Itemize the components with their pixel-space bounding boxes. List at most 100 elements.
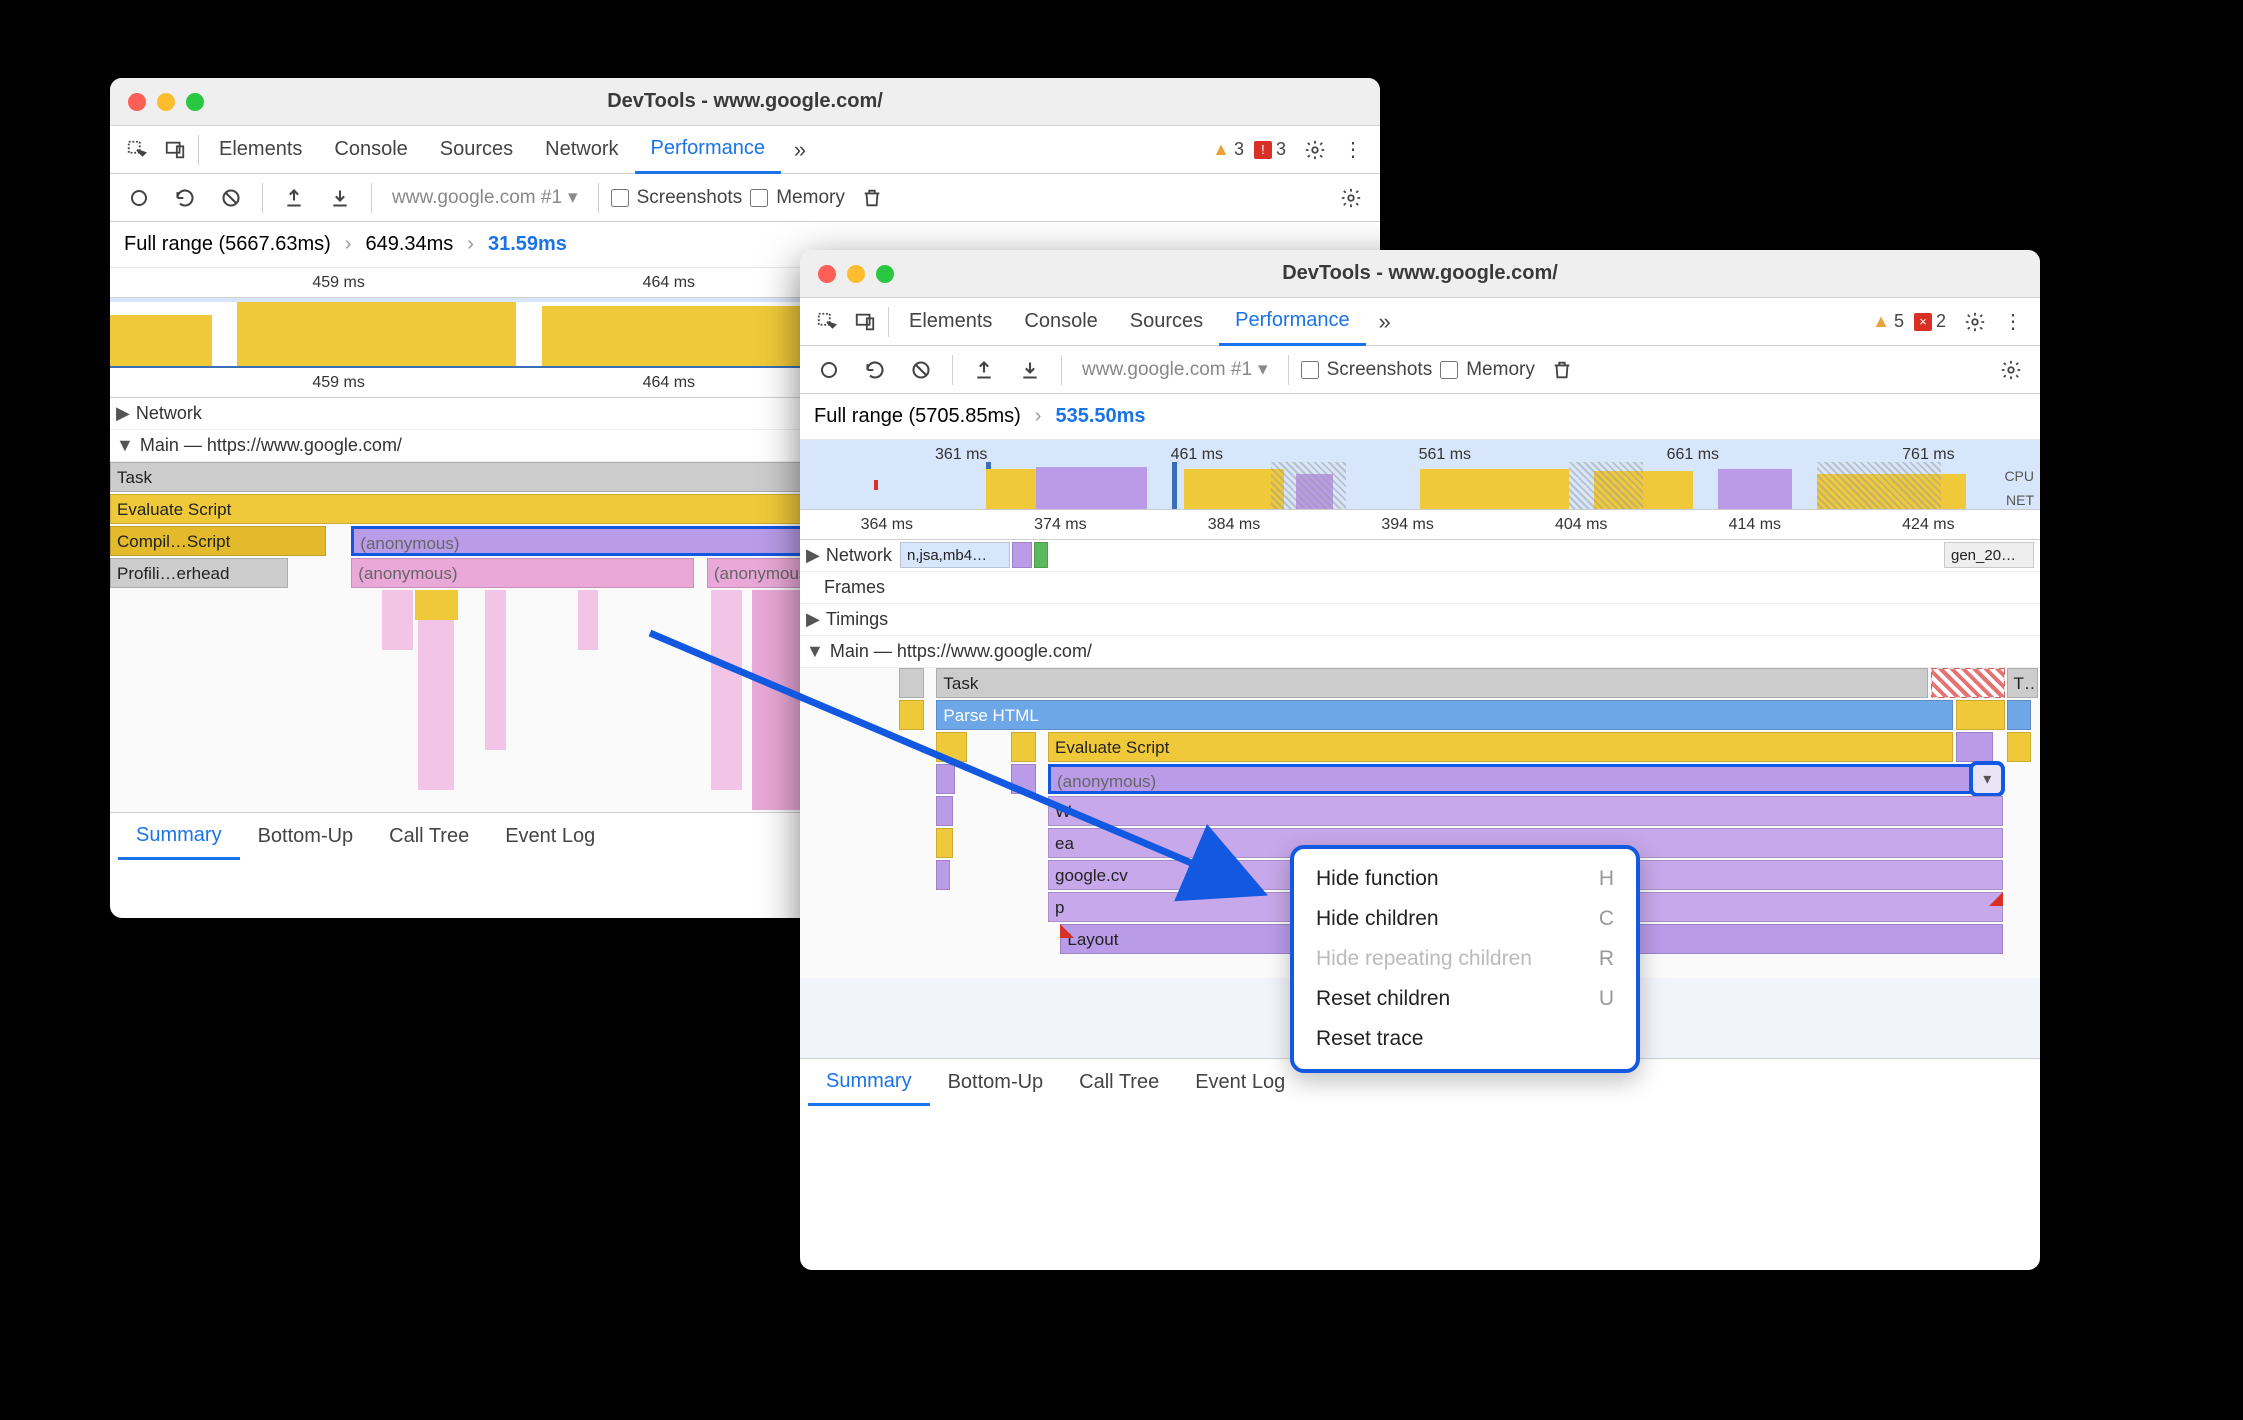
track-network[interactable]: ▶Network n,jsa,mb4… gen_20… — [800, 540, 2040, 572]
kebab-icon[interactable]: ⋮ — [1994, 303, 2032, 341]
inspect-icon[interactable] — [808, 303, 846, 341]
tab-call-tree[interactable]: Call Tree — [1061, 1059, 1177, 1106]
tab-sources[interactable]: Sources — [1114, 298, 1219, 345]
upload-icon[interactable] — [275, 179, 313, 217]
zoom-icon[interactable] — [186, 93, 204, 111]
flame-compile[interactable]: Compil…Script — [110, 526, 326, 556]
track-timings[interactable]: ▶Timings — [800, 604, 2040, 636]
breadcrumb-full[interactable]: Full range (5667.63ms) — [124, 233, 331, 256]
breadcrumb-full[interactable]: Full range (5705.85ms) — [814, 405, 1021, 428]
selection-handle-right[interactable] — [1172, 462, 1177, 509]
device-icon[interactable] — [846, 303, 884, 341]
tab-elements[interactable]: Elements — [893, 298, 1008, 345]
menu-reset-children[interactable]: Reset childrenU — [1294, 979, 1636, 1019]
error-badge[interactable]: !3 — [1254, 139, 1286, 160]
flame-bar[interactable] — [1011, 732, 1036, 762]
entry-dropdown-icon[interactable]: ▾ — [1969, 761, 2005, 797]
network-item[interactable]: n,jsa,mb4… — [900, 542, 1010, 568]
flame-task[interactable]: T… — [2007, 668, 2038, 698]
tab-bottom-up[interactable]: Bottom-Up — [930, 1059, 1062, 1106]
gc-icon[interactable] — [1543, 351, 1581, 389]
network-item[interactable] — [1012, 542, 1032, 568]
tab-summary[interactable]: Summary — [118, 813, 240, 860]
reload-icon[interactable] — [166, 179, 204, 217]
menu-hide-children[interactable]: Hide childrenC — [1294, 899, 1636, 939]
reload-icon[interactable] — [856, 351, 894, 389]
clear-icon[interactable] — [212, 179, 250, 217]
flame-bar[interactable] — [2007, 700, 2032, 730]
more-tabs-icon[interactable]: » — [781, 131, 819, 169]
download-icon[interactable] — [321, 179, 359, 217]
track-frames[interactable]: Frames — [800, 572, 2040, 604]
gear-icon[interactable] — [1296, 131, 1334, 169]
minimize-icon[interactable] — [157, 93, 175, 111]
network-item[interactable] — [1034, 542, 1048, 568]
kebab-icon[interactable]: ⋮ — [1334, 131, 1372, 169]
tab-call-tree[interactable]: Call Tree — [371, 813, 487, 860]
track-main[interactable]: ▼Main — https://www.google.com/ — [800, 636, 2040, 668]
flame-anonymous[interactable]: (anonymous) — [1048, 764, 2003, 794]
menu-hide-function[interactable]: Hide functionH — [1294, 859, 1636, 899]
flame-bar[interactable] — [1011, 764, 1036, 794]
flame-bar[interactable] — [936, 860, 950, 890]
inspect-icon[interactable] — [118, 131, 156, 169]
close-icon[interactable] — [128, 93, 146, 111]
breadcrumb-mid[interactable]: 649.34ms — [365, 233, 453, 256]
cpu-overview[interactable]: 361 ms 461 ms 561 ms 661 ms 761 ms CPU N… — [800, 440, 2040, 510]
close-icon[interactable] — [818, 265, 836, 283]
flame-task[interactable]: Task — [936, 668, 1928, 698]
more-tabs-icon[interactable]: » — [1366, 303, 1404, 341]
flame-bar[interactable] — [936, 796, 952, 826]
flame-bar[interactable] — [2007, 732, 2032, 762]
panel-gear-icon[interactable] — [1992, 351, 2030, 389]
network-item[interactable]: gen_20… — [1944, 542, 2034, 568]
clear-icon[interactable] — [902, 351, 940, 389]
flame-bar[interactable] — [936, 764, 955, 794]
tab-bottom-up[interactable]: Bottom-Up — [240, 813, 372, 860]
tab-network[interactable]: Network — [529, 126, 634, 173]
flame-bar[interactable] — [1956, 700, 2006, 730]
warning-badge[interactable]: ▲5 — [1872, 311, 1904, 332]
tab-event-log[interactable]: Event Log — [487, 813, 613, 860]
flame-bar[interactable] — [1956, 732, 1993, 762]
error-badge[interactable]: ×2 — [1914, 311, 1946, 332]
tab-console[interactable]: Console — [318, 126, 423, 173]
screenshots-checkbox[interactable]: Screenshots — [1301, 359, 1433, 381]
flame-bar[interactable] — [1931, 668, 2005, 698]
flame-bar[interactable] — [936, 828, 952, 858]
flame-profiling[interactable]: Profili…erhead — [110, 558, 288, 588]
tab-event-log[interactable]: Event Log — [1177, 1059, 1303, 1106]
flame-bar[interactable] — [899, 668, 924, 698]
tab-sources[interactable]: Sources — [424, 126, 529, 173]
menu-reset-trace[interactable]: Reset trace — [1294, 1019, 1636, 1059]
device-icon[interactable] — [156, 131, 194, 169]
recording-selector[interactable]: www.google.com #1▾ — [384, 186, 586, 209]
warning-badge[interactable]: ▲3 — [1212, 139, 1244, 160]
tab-elements[interactable]: Elements — [203, 126, 318, 173]
memory-checkbox[interactable]: Memory — [1440, 359, 1535, 381]
gc-icon[interactable] — [853, 179, 891, 217]
panel-gear-icon[interactable] — [1332, 179, 1370, 217]
tab-console[interactable]: Console — [1008, 298, 1113, 345]
record-icon[interactable] — [120, 179, 158, 217]
recording-selector[interactable]: www.google.com #1▾ — [1074, 358, 1276, 381]
flame-parse[interactable]: Parse HTML — [936, 700, 1953, 730]
upload-icon[interactable] — [965, 351, 1003, 389]
titlebar[interactable]: DevTools - www.google.com/ — [800, 250, 2040, 298]
memory-checkbox[interactable]: Memory — [750, 187, 845, 209]
tab-performance[interactable]: Performance — [635, 127, 782, 174]
record-icon[interactable] — [810, 351, 848, 389]
titlebar[interactable]: DevTools - www.google.com/ — [110, 78, 1380, 126]
screenshots-checkbox[interactable]: Screenshots — [611, 187, 743, 209]
flame-anonymous[interactable]: (anonymous) — [351, 558, 694, 588]
gear-icon[interactable] — [1956, 303, 1994, 341]
flame-bar[interactable] — [899, 700, 924, 730]
flame-eval[interactable]: Evaluate Script — [1048, 732, 1953, 762]
flame-bar[interactable] — [936, 732, 967, 762]
download-icon[interactable] — [1011, 351, 1049, 389]
zoom-icon[interactable] — [876, 265, 894, 283]
tab-performance[interactable]: Performance — [1219, 299, 1366, 346]
tab-summary[interactable]: Summary — [808, 1059, 930, 1106]
flame-w[interactable]: W — [1048, 796, 2003, 826]
minimize-icon[interactable] — [847, 265, 865, 283]
